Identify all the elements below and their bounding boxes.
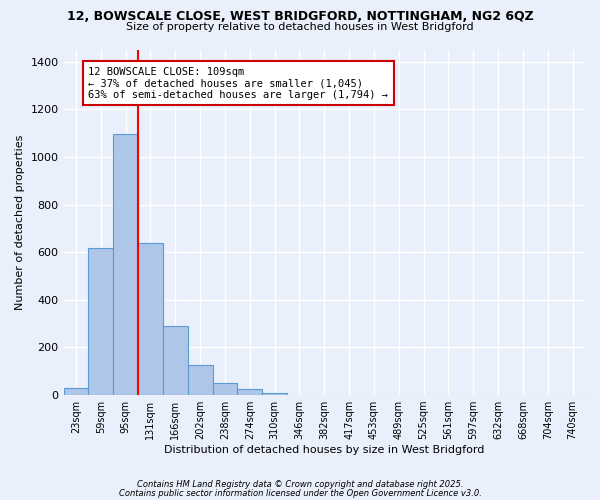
Text: 12, BOWSCALE CLOSE, WEST BRIDGFORD, NOTTINGHAM, NG2 6QZ: 12, BOWSCALE CLOSE, WEST BRIDGFORD, NOTT… — [67, 10, 533, 23]
Y-axis label: Number of detached properties: Number of detached properties — [15, 135, 25, 310]
Bar — [212, 383, 238, 395]
Bar — [138, 243, 163, 395]
Bar — [238, 389, 262, 395]
X-axis label: Distribution of detached houses by size in West Bridgford: Distribution of detached houses by size … — [164, 445, 484, 455]
Bar — [163, 326, 188, 395]
Bar — [88, 248, 113, 395]
Bar — [262, 392, 287, 395]
Text: Contains HM Land Registry data © Crown copyright and database right 2025.: Contains HM Land Registry data © Crown c… — [137, 480, 463, 489]
Bar — [64, 388, 88, 395]
Text: Size of property relative to detached houses in West Bridgford: Size of property relative to detached ho… — [126, 22, 474, 32]
Text: 12 BOWSCALE CLOSE: 109sqm
← 37% of detached houses are smaller (1,045)
63% of se: 12 BOWSCALE CLOSE: 109sqm ← 37% of detac… — [88, 66, 388, 100]
Text: Contains public sector information licensed under the Open Government Licence v3: Contains public sector information licen… — [119, 488, 481, 498]
Bar — [188, 366, 212, 395]
Bar — [113, 134, 138, 395]
